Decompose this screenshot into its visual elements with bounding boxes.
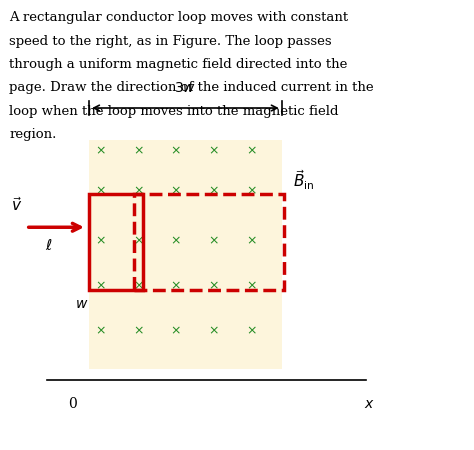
Text: ×: × bbox=[96, 144, 106, 157]
Text: ×: × bbox=[208, 234, 219, 247]
Text: loop when the loop moves into the magnetic field: loop when the loop moves into the magnet… bbox=[9, 105, 339, 118]
Text: ×: × bbox=[246, 234, 256, 247]
Text: ×: × bbox=[208, 144, 219, 157]
Text: ×: × bbox=[171, 144, 181, 157]
Text: ×: × bbox=[246, 279, 256, 292]
Text: ×: × bbox=[133, 144, 144, 157]
Text: $x$: $x$ bbox=[364, 397, 374, 411]
Text: ×: × bbox=[171, 324, 181, 337]
Text: through a uniform magnetic field directed into the: through a uniform magnetic field directe… bbox=[9, 58, 348, 71]
Text: ×: × bbox=[208, 185, 219, 198]
Text: ×: × bbox=[96, 279, 106, 292]
Text: ×: × bbox=[96, 324, 106, 337]
Text: ×: × bbox=[133, 234, 144, 247]
Text: ×: × bbox=[171, 185, 181, 198]
Text: ×: × bbox=[133, 185, 144, 198]
Bar bbox=[89, 140, 282, 369]
Text: ×: × bbox=[208, 279, 219, 292]
Text: ×: × bbox=[133, 279, 144, 292]
Text: A rectangular conductor loop moves with constant: A rectangular conductor loop moves with … bbox=[9, 11, 348, 24]
Text: ×: × bbox=[208, 324, 219, 337]
Text: ×: × bbox=[246, 324, 256, 337]
Text: ×: × bbox=[96, 234, 106, 247]
Bar bbox=[134, 194, 284, 290]
Text: ×: × bbox=[96, 185, 106, 198]
Text: ×: × bbox=[133, 324, 144, 337]
Text: speed to the right, as in Figure. The loop passes: speed to the right, as in Figure. The lo… bbox=[9, 35, 332, 48]
Text: $3w$: $3w$ bbox=[174, 81, 197, 94]
Text: $w$: $w$ bbox=[75, 297, 89, 311]
Text: page. Draw the direction of the induced current in the: page. Draw the direction of the induced … bbox=[9, 81, 374, 94]
Text: 0: 0 bbox=[68, 397, 77, 411]
Text: ×: × bbox=[246, 185, 256, 198]
Text: ×: × bbox=[246, 144, 256, 157]
Text: ×: × bbox=[171, 234, 181, 247]
Text: region.: region. bbox=[9, 128, 57, 141]
Text: $\ell$: $\ell$ bbox=[46, 238, 53, 253]
Bar bbox=[89, 194, 143, 290]
Text: $\vec{B}_{\mathrm{in}}$: $\vec{B}_{\mathrm{in}}$ bbox=[293, 168, 315, 192]
Text: ×: × bbox=[171, 279, 181, 292]
Text: $\vec{v}$: $\vec{v}$ bbox=[11, 196, 22, 214]
